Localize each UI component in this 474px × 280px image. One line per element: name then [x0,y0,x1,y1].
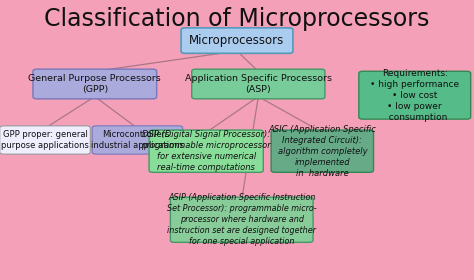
FancyBboxPatch shape [271,130,374,172]
FancyBboxPatch shape [359,71,471,119]
Text: Microcontrollers:
industrial applications: Microcontrollers: industrial application… [91,130,184,150]
FancyBboxPatch shape [181,28,293,53]
Text: ASIP (Application Specific Instruction
Set Processor): programmable micro-
proce: ASIP (Application Specific Instruction S… [167,193,317,246]
Text: Classification of Microprocessors: Classification of Microprocessors [44,7,430,31]
Text: GPP proper: general
purpose applications: GPP proper: general purpose applications [1,130,89,150]
Text: Requirements:
• high performance
• low cost
• low power
  consumption: Requirements: • high performance • low c… [370,69,459,122]
FancyBboxPatch shape [171,197,313,242]
Text: General Purpose Processors
(GPP): General Purpose Processors (GPP) [28,74,161,94]
Text: Application Specific Processors
(ASP): Application Specific Processors (ASP) [185,74,332,94]
Text: DSP (Digital Signal Processor):
programmable microprocessor
for extensive numeri: DSP (Digital Signal Processor): programm… [141,130,271,172]
FancyBboxPatch shape [149,130,264,172]
FancyBboxPatch shape [191,69,325,99]
Text: ASIC (Application Specific
Integrated Circuit):
algorithm completely
implemented: ASIC (Application Specific Integrated Ci… [268,125,376,178]
FancyBboxPatch shape [92,126,182,154]
FancyBboxPatch shape [0,126,90,154]
Text: Microprocessors: Microprocessors [190,34,284,47]
FancyBboxPatch shape [33,69,156,99]
